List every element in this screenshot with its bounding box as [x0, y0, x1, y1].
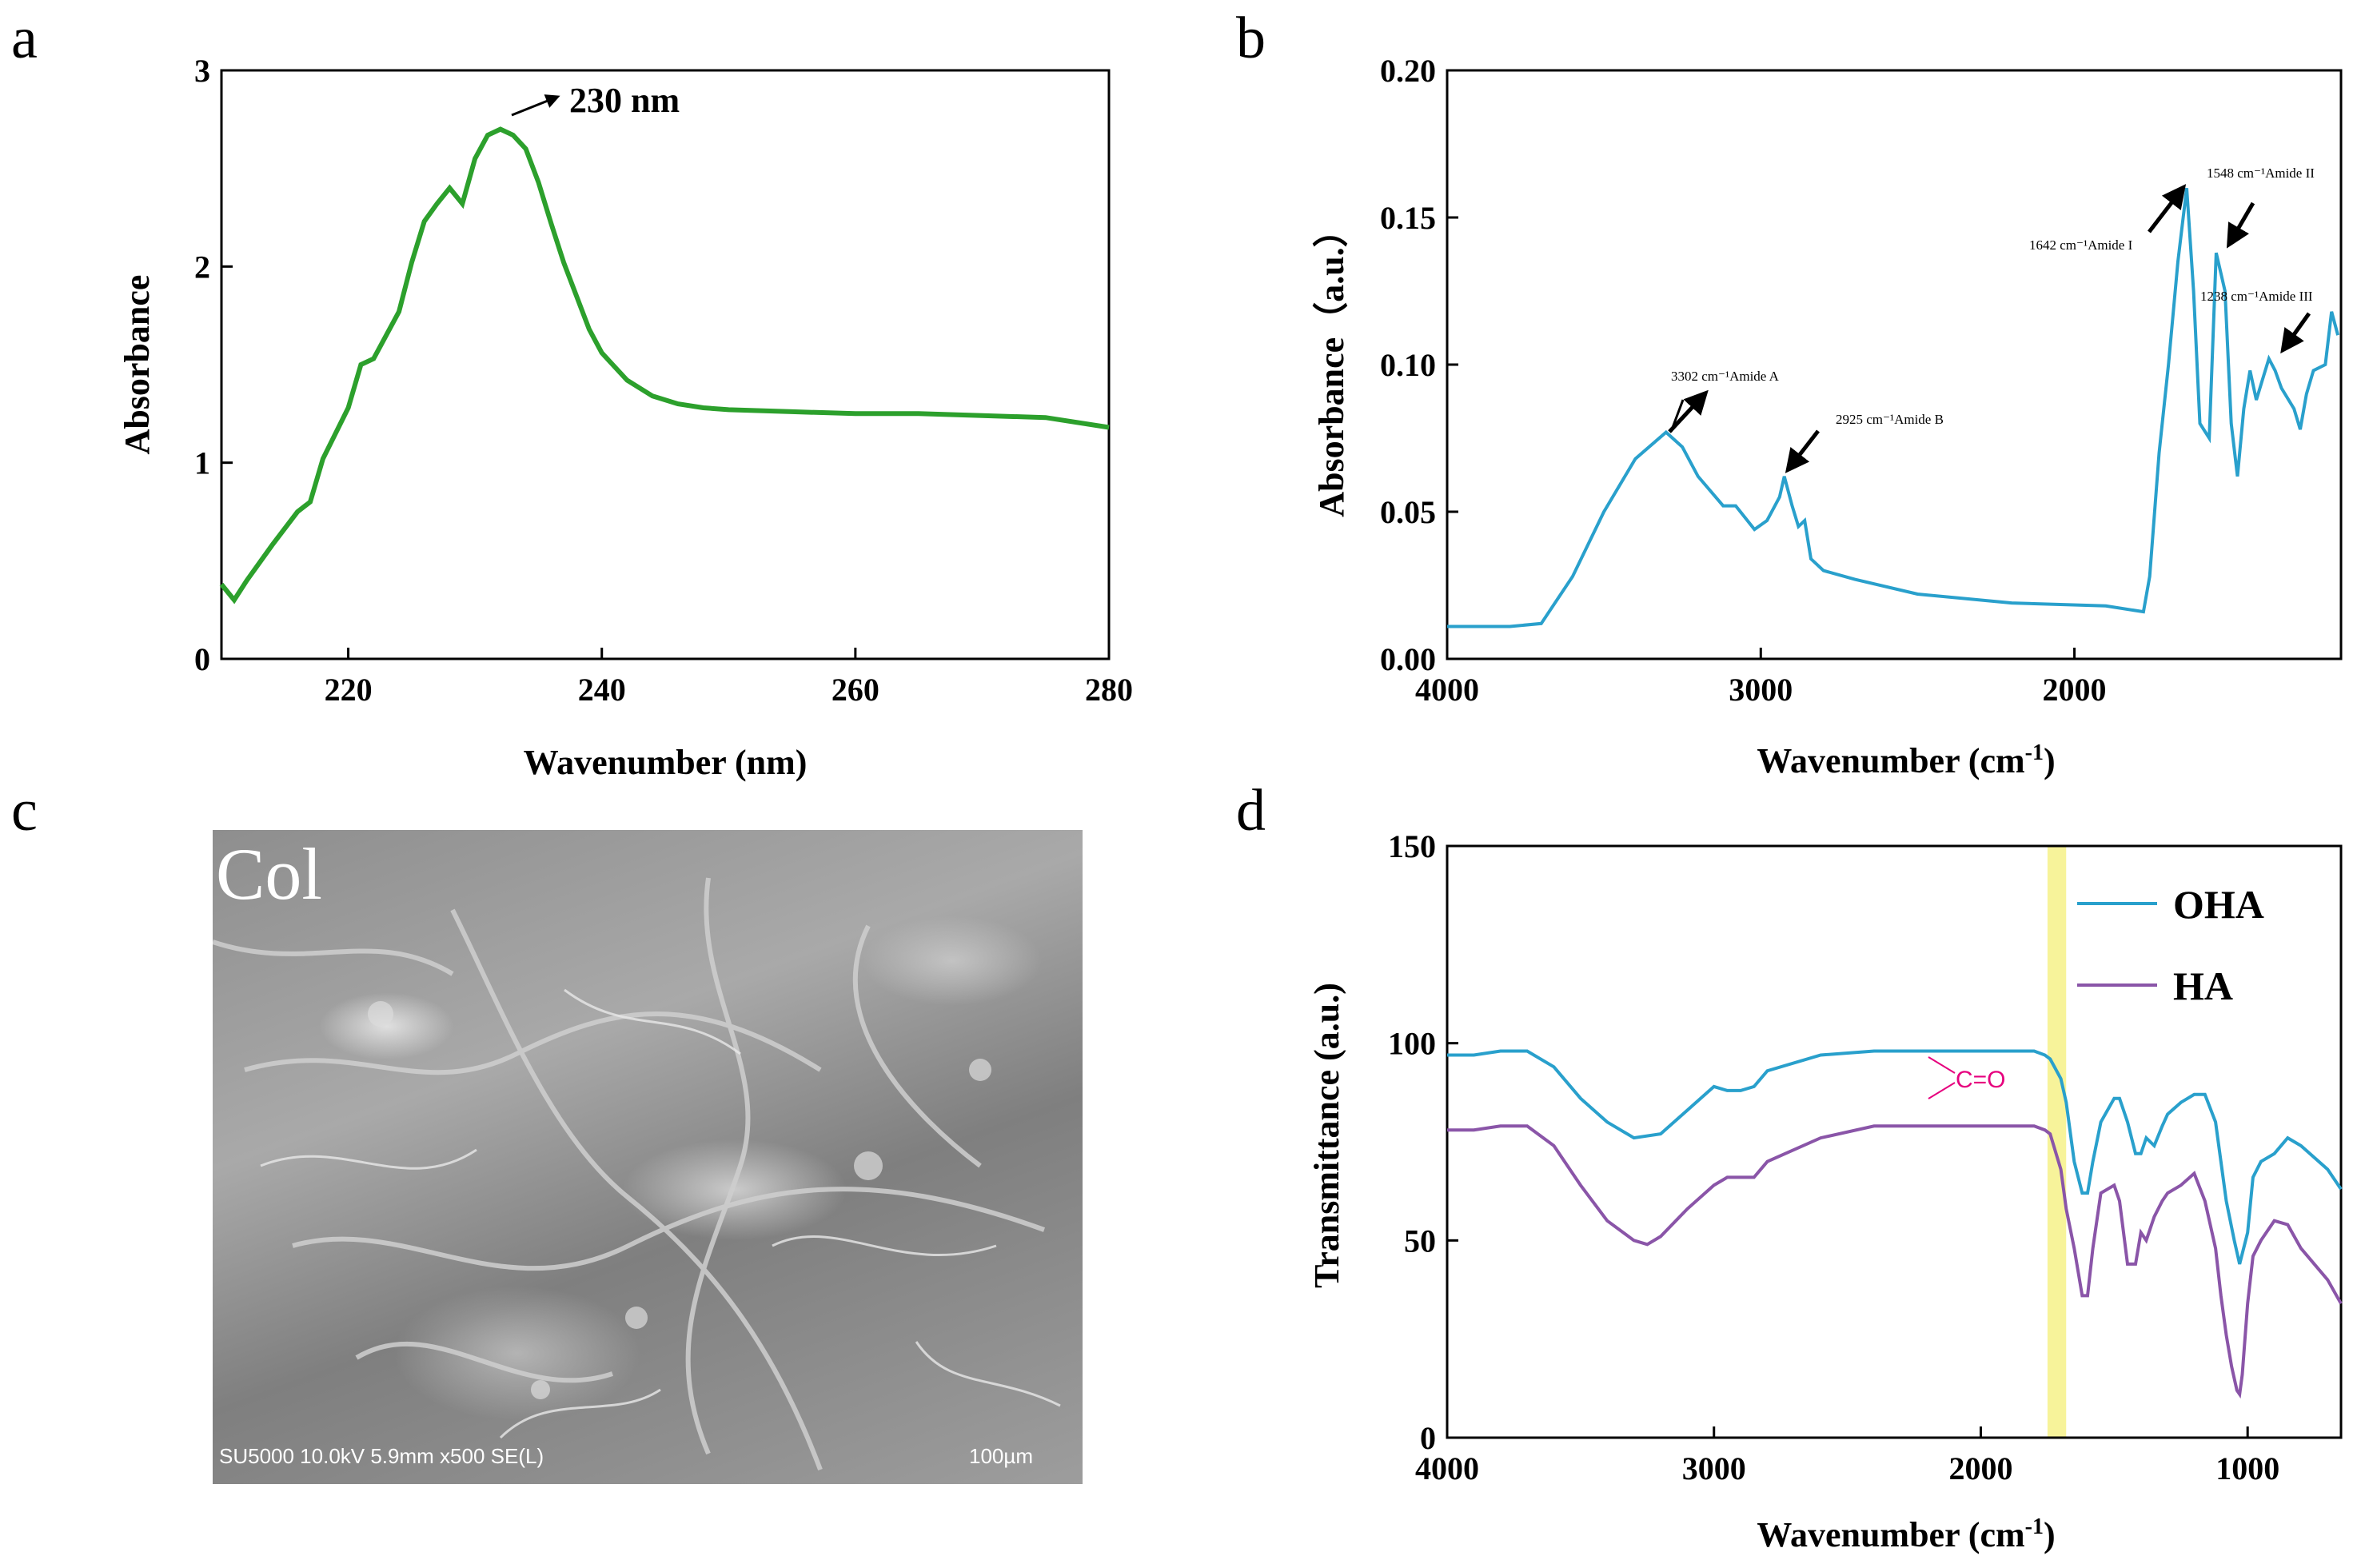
chart-b-xlabel: Wavenumber (cm-1) — [1757, 740, 2055, 780]
chart-b-arrow-amide-iii — [2280, 312, 2311, 354]
chart-a-xtick-label: 240 — [578, 672, 626, 708]
chart-d-frame — [1446, 844, 2343, 1439]
chart-d-xtick-label: 4000 — [1415, 1450, 1479, 1486]
chart-d-highlight-band — [2047, 846, 2067, 1438]
chart-a-peak-annotation: 230 nm — [569, 81, 680, 120]
chart-a-ytick-label: 3 — [194, 53, 210, 89]
chart-b: 4000 3000 2000 0.00 0.05 0.10 0.15 0.20 3302 cm… — [1312, 53, 2343, 780]
chart-b-arrow-amide-a — [1668, 389, 1709, 433]
chart-a-peak-arrow — [511, 94, 560, 117]
chart-b-ytick-label: 0.00 — [1380, 641, 1436, 677]
chart-d-xtick-label: 2000 — [1948, 1450, 2012, 1486]
chart-d-ytick-label: 100 — [1388, 1026, 1436, 1062]
chart-b-ytick-label: 0.20 — [1380, 53, 1436, 89]
chart-a-xtick-label: 280 — [1085, 672, 1133, 708]
panel-label-a: a — [11, 6, 38, 71]
chart-a-ticks: 220 240 260 280 0 1 2 3 — [194, 53, 1133, 708]
chart-d: 4000 3000 2000 1000 0 50 100 150 C=O OHA HA Wav… — [1307, 828, 2343, 1554]
chart-b-ytick-label: 0.05 — [1380, 494, 1436, 530]
chart-d-xlabel: Wavenumber (cm-1) — [1757, 1514, 2055, 1554]
chart-d-ytick-label: 50 — [1404, 1223, 1436, 1259]
chart-d-annotation-co: C=O — [1956, 1067, 2006, 1093]
sem-scale-bar-label: 100µm — [969, 1444, 1034, 1468]
chart-b-annotation-amide-iii: 1238 cm⁻¹Amide III — [2200, 289, 2313, 304]
chart-d-ylabel: Transmittance (a.u.) — [1307, 983, 1346, 1288]
chart-d-xtick-label: 3000 — [1682, 1450, 1746, 1486]
chart-d-annotation-line-1 — [1928, 1056, 1956, 1074]
chart-d-xtick-label: 1000 — [2215, 1450, 2279, 1486]
chart-b-ticks: 4000 3000 2000 0.00 0.05 0.10 0.15 0.20 — [1380, 53, 2107, 708]
chart-a-xtick-label: 220 — [325, 672, 373, 708]
chart-a-xlabel: Wavenumber (nm) — [524, 743, 808, 782]
sem-micrograph — [213, 830, 1083, 1484]
chart-b-frame — [1446, 69, 2343, 660]
sem-sample-label: Col — [216, 833, 322, 915]
chart-b-ytick-label: 0.15 — [1380, 200, 1436, 236]
chart-d-ytick-label: 150 — [1388, 828, 1436, 864]
chart-d-series-ha-line — [1447, 1124, 2343, 1399]
chart-d-legend-oha-label: OHA — [2173, 882, 2264, 927]
chart-b-annotation-amide-b: 2925 cm⁻¹Amide B — [1836, 412, 1944, 427]
chart-d-ticks: 4000 3000 2000 1000 0 50 100 150 — [1388, 828, 2279, 1486]
chart-a-ytick-label: 1 — [194, 445, 210, 481]
chart-b-arrow-amide-i — [2148, 184, 2187, 233]
chart-b-xtick-label: 3000 — [1729, 672, 1793, 708]
chart-a-series-line — [219, 126, 1110, 604]
sem-instrument-info: SU5000 10.0kV 5.9mm x500 SE(L) — [219, 1444, 544, 1468]
chart-b-arrow-amide-b — [1785, 429, 1820, 473]
chart-d-series-oha-line — [1447, 1049, 2343, 1265]
chart-b-annotation-amide-a: 3302 cm⁻¹Amide A — [1671, 369, 1780, 384]
chart-b-xtick-label: 4000 — [1415, 672, 1479, 708]
chart-b-ylabel: Absorbance（a.u.） — [1312, 212, 1351, 517]
chart-b-ytick-label: 0.10 — [1380, 347, 1436, 383]
sem-fiber-texture — [213, 877, 1061, 1471]
panel-label-c: c — [11, 778, 38, 844]
chart-a-ylabel: Absorbance — [118, 275, 157, 455]
chart-a-frame — [220, 69, 1111, 660]
chart-b-arrow-amide-ii — [2226, 201, 2255, 249]
chart-a-ytick-label: 2 — [194, 249, 210, 285]
chart-a-xtick-label: 260 — [832, 672, 879, 708]
chart-d-annotation-line-2 — [1928, 1082, 1956, 1099]
chart-b-annotation-amide-ii: 1548 cm⁻¹Amide II — [2207, 166, 2315, 181]
chart-d-legend-ha-label: HA — [2173, 964, 2233, 1008]
panel-label-b: b — [1236, 6, 1266, 71]
panel-label-d: d — [1236, 778, 1266, 844]
chart-d-ytick-label: 0 — [1420, 1420, 1436, 1456]
chart-b-xtick-label: 2000 — [2043, 672, 2107, 708]
chart-a-ytick-label: 0 — [194, 641, 210, 677]
chart-b-series-line — [1447, 187, 2340, 628]
chart-b-annotation-amide-i: 1642 cm⁻¹Amide I — [2029, 237, 2133, 253]
